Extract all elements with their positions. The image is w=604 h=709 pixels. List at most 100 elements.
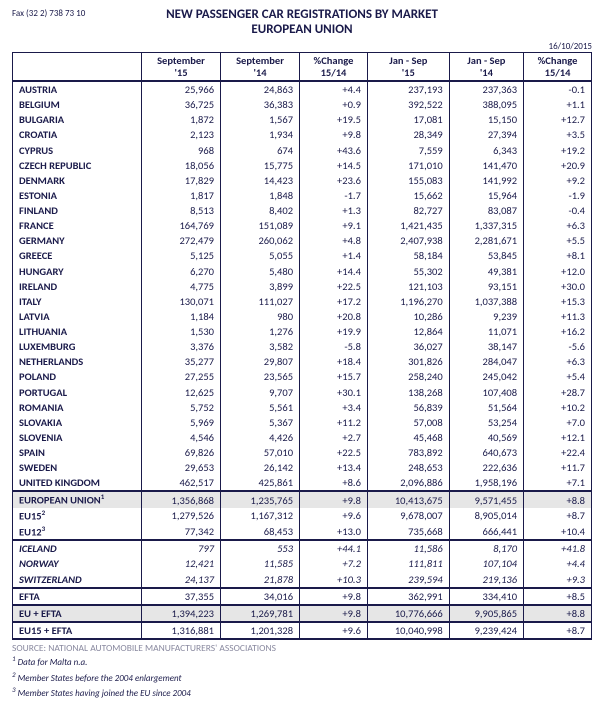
footnotes: 1 Data for Malta n.a.2 Member States bef…	[12, 654, 592, 701]
cell: 5,752	[142, 400, 221, 415]
cell: +23.6	[300, 173, 368, 188]
cell: 27,394	[449, 127, 523, 142]
row-label: PORTUGAL	[13, 385, 142, 400]
cell: 1,184	[142, 309, 221, 324]
table-row: EU15 + EFTA1,316,8811,201,328+9.610,040,…	[13, 622, 592, 639]
cell: 11,586	[367, 540, 449, 556]
cell: 171,010	[367, 158, 449, 173]
cell: 37,355	[142, 588, 221, 605]
cell: +9.8	[300, 127, 368, 142]
cell: 93,151	[449, 279, 523, 294]
cell: 107,408	[449, 385, 523, 400]
report-subtitle: EUROPEAN UNION	[12, 22, 592, 37]
cell: +11.7	[524, 460, 592, 475]
row-label: EU152	[13, 508, 142, 524]
cell: +19.9	[300, 324, 368, 339]
table-row: EUROPEAN UNION11,356,8681,235,765+9.810,…	[13, 491, 592, 508]
cell: -0.1	[524, 81, 592, 97]
cell: 1,848	[221, 188, 300, 203]
cell: 1,421,435	[367, 218, 449, 233]
table-row: BULGARIA1,8721,567+19.517,08115,150+12.7	[13, 112, 592, 127]
registrations-table: September'15September'14%Change15/14Jan …	[12, 52, 592, 640]
cell: -5.6	[524, 339, 592, 354]
cell: +9.8	[300, 588, 368, 605]
row-label: NETHERLANDS	[13, 354, 142, 369]
cell: 34,016	[221, 588, 300, 605]
cell: +4.8	[300, 233, 368, 248]
row-label: FRANCE	[13, 218, 142, 233]
row-label: LITHUANIA	[13, 324, 142, 339]
cell: 392,522	[367, 97, 449, 112]
source-line: SOURCE: NATIONAL AUTOMOBILE MANUFACTURER…	[12, 642, 592, 654]
cell: 237,193	[367, 81, 449, 97]
cell: +12.1	[524, 430, 592, 445]
table-row: SPAIN69,82657,010+22.5783,892640,673+22.…	[13, 445, 592, 460]
table-row: GERMANY272,479260,062+4.82,407,9382,281,…	[13, 233, 592, 248]
row-label: ESTONIA	[13, 188, 142, 203]
cell: +8.6	[300, 475, 368, 491]
row-label: SWEDEN	[13, 460, 142, 475]
cell: 24,137	[142, 572, 221, 588]
footnote: 2 Member States before the 2004 enlargem…	[12, 670, 592, 686]
cell: +3.4	[300, 400, 368, 415]
cell: 9,571,455	[449, 491, 523, 508]
cell: +9.8	[300, 605, 368, 622]
row-label: EU + EFTA	[13, 605, 142, 622]
cell: 4,426	[221, 430, 300, 445]
cell: +20.9	[524, 158, 592, 173]
row-label: ROMANIA	[13, 400, 142, 415]
cell: 968	[142, 143, 221, 158]
cell: 36,027	[367, 339, 449, 354]
cell: 10,776,666	[367, 605, 449, 622]
cell: 49,381	[449, 264, 523, 279]
table-row: ICELAND797553+44.111,5868,170+41.8	[13, 540, 592, 556]
cell: +12.0	[524, 264, 592, 279]
row-label: EU123	[13, 524, 142, 541]
table-row: ROMANIA5,7525,561+3.456,83951,564+10.2	[13, 400, 592, 415]
cell: +9.2	[524, 173, 592, 188]
cell: +44.1	[300, 540, 368, 556]
row-label: POLAND	[13, 369, 142, 384]
cell: 3,376	[142, 339, 221, 354]
cell: +7.1	[524, 475, 592, 491]
cell: +30.1	[300, 385, 368, 400]
cell: 107,104	[449, 556, 523, 571]
cell: 1,817	[142, 188, 221, 203]
cell: 1,235,765	[221, 491, 300, 508]
cell: -0.4	[524, 203, 592, 218]
cell: 1,394,223	[142, 605, 221, 622]
cell: 239,594	[367, 572, 449, 588]
row-label: NORWAY	[13, 556, 142, 571]
cell: +8.7	[524, 622, 592, 639]
header-col-0: September'15	[142, 53, 221, 82]
cell: 1,567	[221, 112, 300, 127]
cell: 1,356,868	[142, 491, 221, 508]
cell: 3,899	[221, 279, 300, 294]
cell: 36,383	[221, 97, 300, 112]
cell: 56,839	[367, 400, 449, 415]
cell: 1,276	[221, 324, 300, 339]
cell: 2,407,938	[367, 233, 449, 248]
cell: +30.0	[524, 279, 592, 294]
cell: 5,125	[142, 248, 221, 263]
cell: 980	[221, 309, 300, 324]
report-date: 16/10/2015	[12, 41, 592, 52]
table-row: FRANCE164,769151,089+9.11,421,4351,337,3…	[13, 218, 592, 233]
cell: +9.6	[300, 508, 368, 524]
row-label: CYPRUS	[13, 143, 142, 158]
cell: 1,530	[142, 324, 221, 339]
cell: +41.8	[524, 540, 592, 556]
cell: 5,969	[142, 415, 221, 430]
cell: 553	[221, 540, 300, 556]
cell: 35,277	[142, 354, 221, 369]
cell: 666,441	[449, 524, 523, 541]
row-label: EFTA	[13, 588, 142, 605]
cell: 111,027	[221, 294, 300, 309]
cell: 334,410	[449, 588, 523, 605]
cell: +22.4	[524, 445, 592, 460]
cell: +7.0	[524, 415, 592, 430]
row-label: SLOVAKIA	[13, 415, 142, 430]
cell: 222,636	[449, 460, 523, 475]
cell: 388,095	[449, 97, 523, 112]
row-label: AUSTRIA	[13, 81, 142, 97]
